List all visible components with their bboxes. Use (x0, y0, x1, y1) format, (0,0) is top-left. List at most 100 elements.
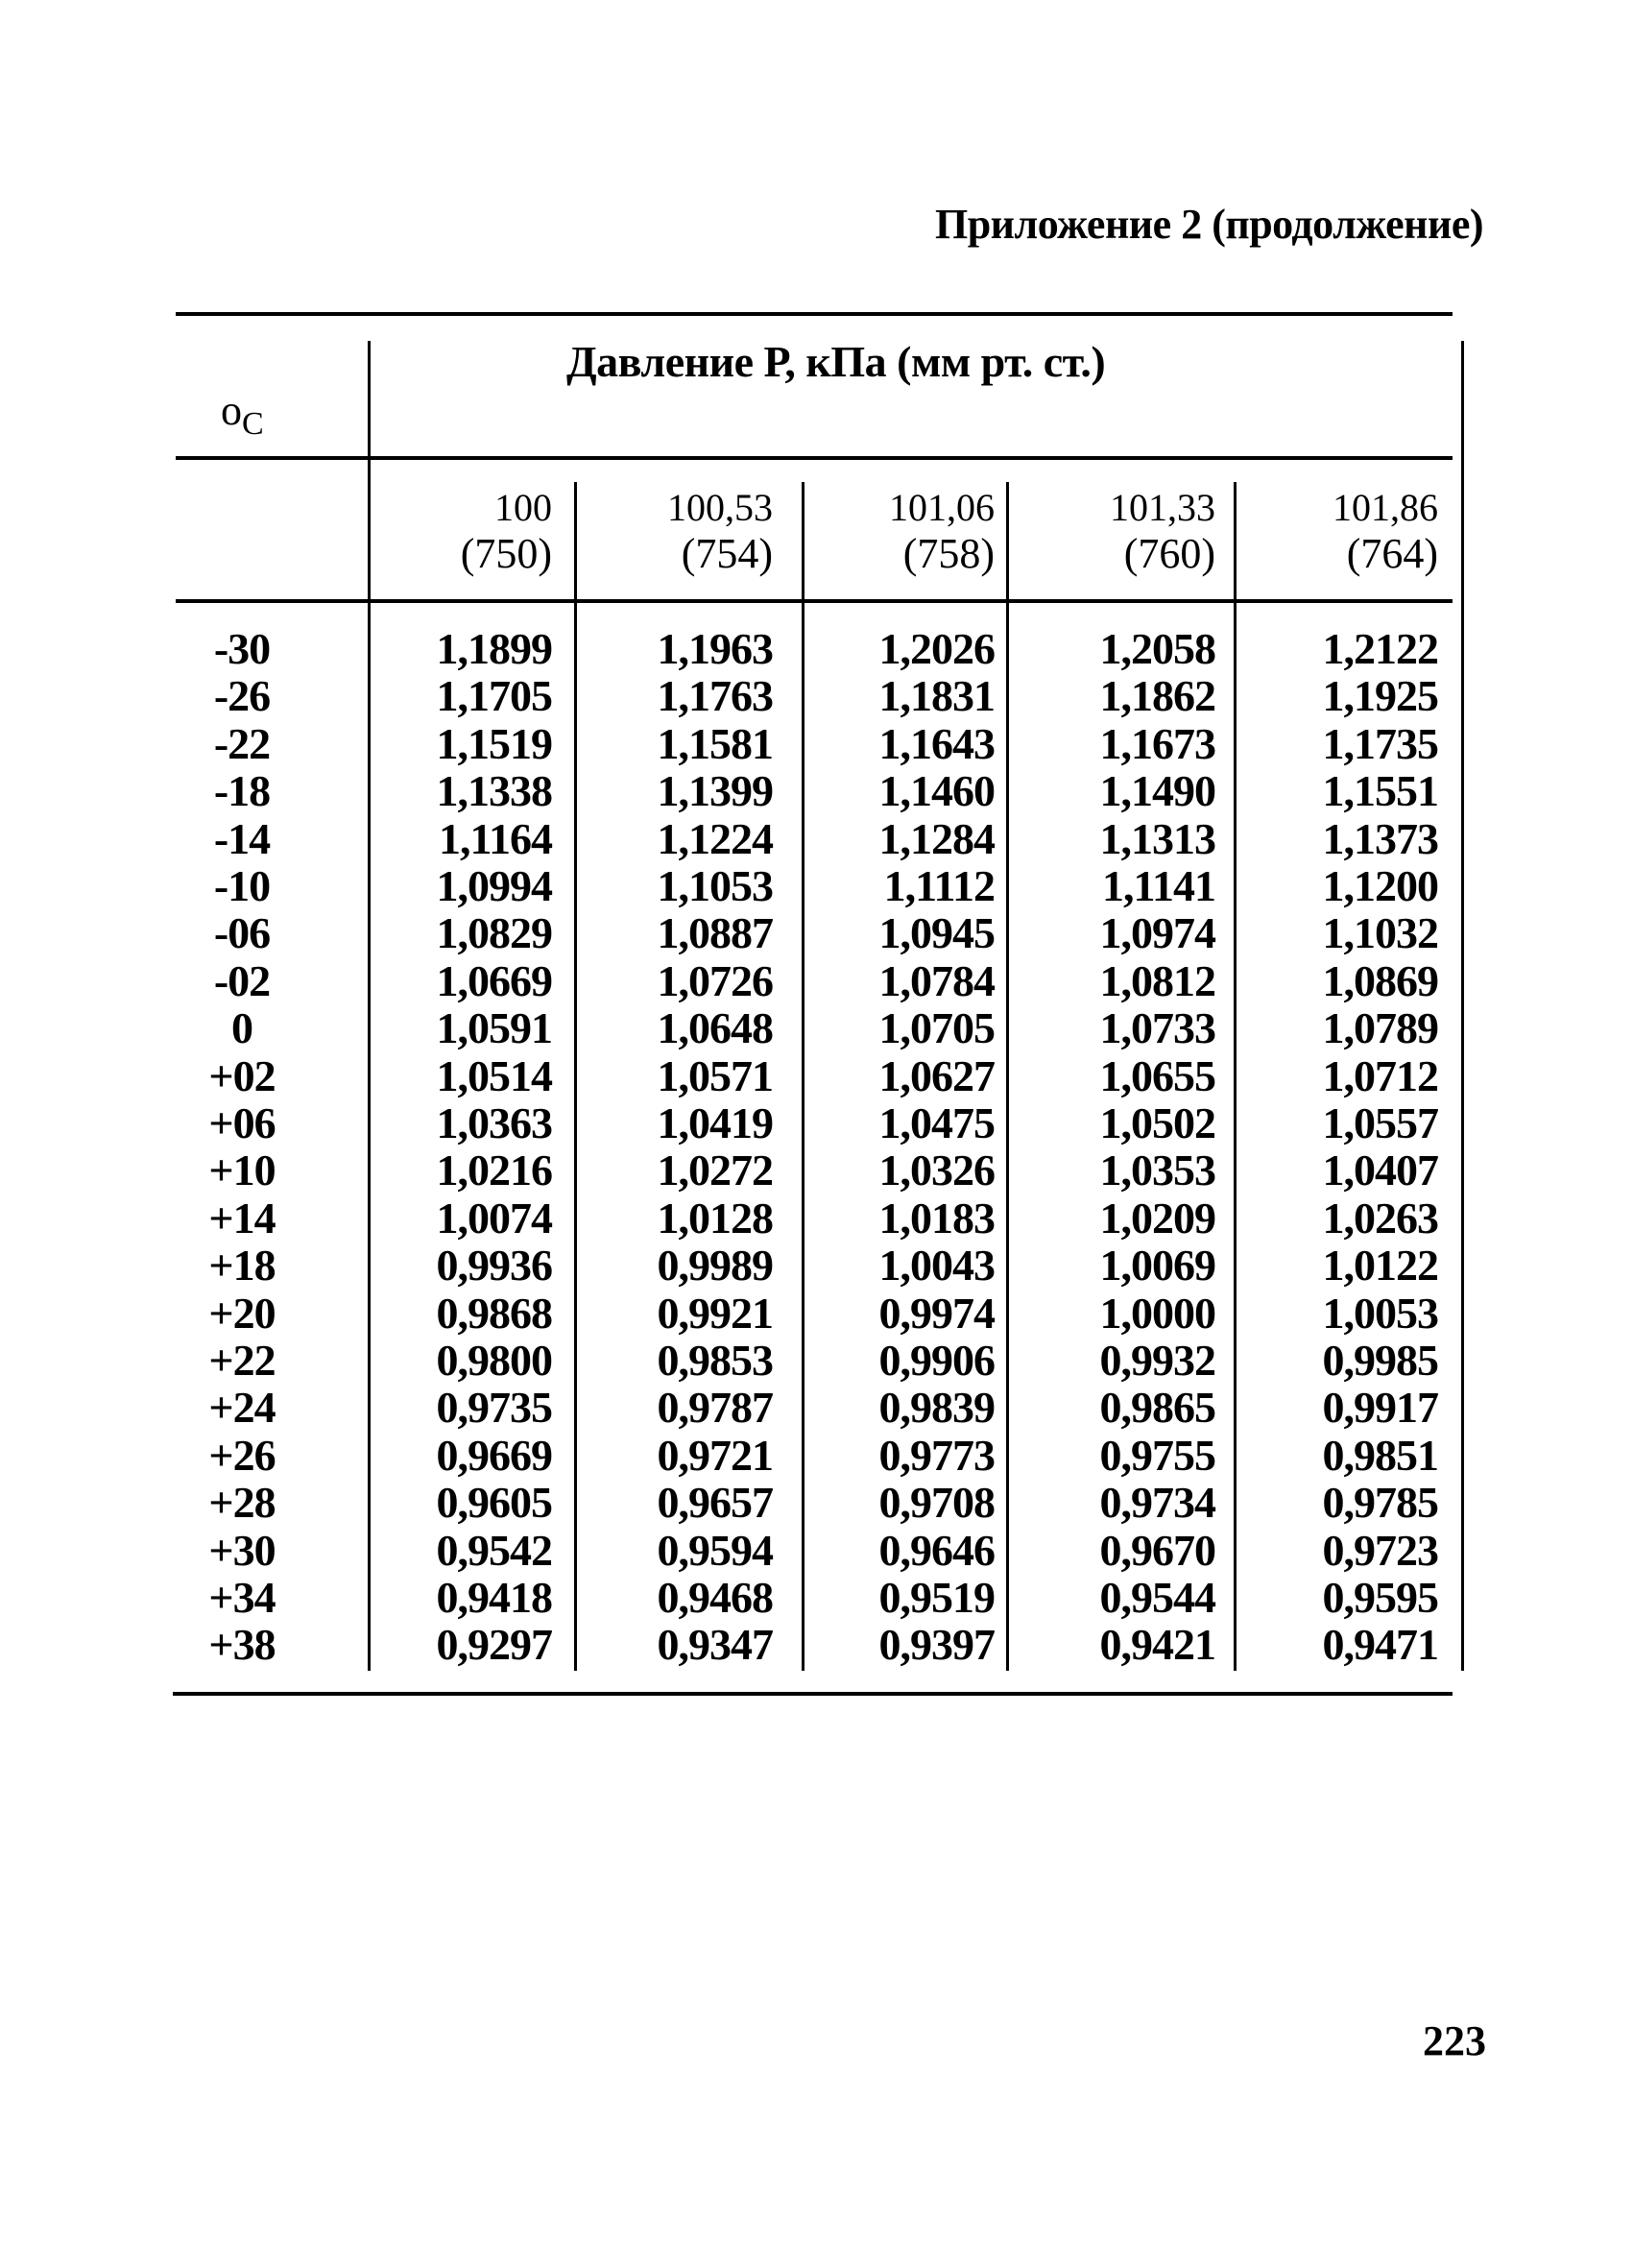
column-header: 101,33 (760) (1023, 485, 1215, 577)
value-cell: 0,9723 (1322, 1525, 1440, 1575)
temperature-cell: +34 (208, 1573, 276, 1622)
value-cell: 0,9853 (657, 1336, 775, 1385)
value-cell: 1,0074 (436, 1193, 554, 1243)
value-cell: 0,9865 (1099, 1383, 1217, 1433)
value-cell: 0,9657 (657, 1478, 775, 1528)
value-cell: 0,9868 (436, 1288, 554, 1338)
pressure-group-header: Давление Р, кПа (мм рт. ст.) (566, 337, 1106, 386)
value-cell: 1,0705 (878, 1003, 997, 1053)
value-cell: 0,9921 (657, 1288, 775, 1338)
value-cell: 0,9985 (1322, 1336, 1440, 1385)
value-cell: 0,9646 (878, 1525, 997, 1575)
value-cell: 1,1519 (436, 718, 554, 768)
column-mmhg: (750) (460, 530, 552, 577)
value-cell: 1,1735 (1322, 718, 1440, 768)
value-cell: 1,0591 (436, 1003, 554, 1053)
column-header-rule (176, 599, 1453, 603)
value-cell: 1,1862 (1099, 671, 1217, 721)
value-cell: 1,0733 (1099, 1003, 1217, 1053)
value-cell: 1,0122 (1322, 1241, 1440, 1291)
page-header-title: Приложение 2 (продолжение) (934, 201, 1484, 248)
value-cell: 1,1200 (1322, 861, 1440, 910)
value-cell: 1,1490 (1099, 766, 1217, 816)
column-header: 100 (750) (360, 485, 552, 577)
value-cell: 1,0726 (657, 955, 775, 1005)
temperature-cell: +20 (208, 1288, 276, 1338)
value-cell: 0,9936 (436, 1241, 554, 1291)
value-cell: 0,9418 (436, 1573, 554, 1622)
table-top-rule (176, 312, 1453, 316)
column-divider (368, 341, 371, 1671)
value-cell: 0,9735 (436, 1383, 554, 1433)
column-header: 100,53 (754) (581, 485, 773, 577)
value-cell: 0,9721 (657, 1430, 775, 1480)
value-cell: 0,9297 (436, 1620, 554, 1670)
value-cell: 1,1141 (1102, 861, 1216, 910)
value-cell: 0,9708 (878, 1478, 997, 1528)
temperature-cell: +26 (208, 1430, 276, 1480)
value-cell: 1,1399 (657, 766, 775, 816)
column-mmhg: (758) (902, 530, 995, 577)
value-cell: 1,0475 (878, 1098, 997, 1147)
value-cell: 0,9773 (878, 1430, 997, 1480)
value-cell: 1,1963 (657, 624, 775, 673)
value-cell: 1,0571 (657, 1050, 775, 1100)
temperature-unit-header: oC (221, 386, 264, 443)
value-cell: 1,1763 (657, 671, 775, 721)
value-cell: 1,1643 (878, 718, 997, 768)
value-cell: 1,1705 (436, 671, 554, 721)
unit-celsius: C (242, 406, 264, 442)
value-cell: 1,1673 (1099, 718, 1217, 768)
value-cell: 1,0655 (1099, 1050, 1217, 1100)
value-cell: 0,9347 (657, 1620, 775, 1670)
temperature-cell: +06 (208, 1098, 276, 1147)
value-cell: 1,2122 (1322, 624, 1440, 673)
value-cell: 0,9851 (1322, 1430, 1440, 1480)
temperature-cell: +22 (208, 1336, 276, 1385)
value-cell: 1,0326 (878, 1146, 997, 1195)
value-cell: 1,0812 (1099, 955, 1217, 1005)
value-cell: 0,9544 (1099, 1573, 1217, 1622)
value-cell: 1,0069 (1099, 1241, 1217, 1291)
value-cell: 1,0514 (436, 1050, 554, 1100)
value-cell: 1,0887 (657, 908, 775, 958)
value-cell: 0,9397 (878, 1620, 997, 1670)
value-cell: 1,1032 (1322, 908, 1440, 958)
value-cell: 0,9594 (657, 1525, 775, 1575)
value-cell: 1,2058 (1099, 624, 1217, 673)
value-cell: 0,9734 (1099, 1478, 1217, 1528)
value-cell: 0,9917 (1322, 1383, 1440, 1433)
temperature-cell: -10 (213, 861, 271, 910)
column-mmhg: (764) (1346, 530, 1438, 577)
value-cell: 1,0829 (436, 908, 554, 958)
value-cell: 1,1460 (878, 766, 997, 816)
value-cell: 0,9989 (657, 1241, 775, 1291)
column-divider (802, 482, 804, 1671)
value-cell: 0,9839 (878, 1383, 997, 1433)
value-cell: 1,0209 (1099, 1193, 1217, 1243)
value-cell: 1,0557 (1322, 1098, 1440, 1147)
value-cell: 0,9595 (1322, 1573, 1440, 1622)
value-cell: 0,9974 (878, 1288, 997, 1338)
value-cell: 1,1112 (883, 861, 996, 910)
value-cell: 1,0263 (1322, 1193, 1440, 1243)
column-divider (574, 482, 577, 1671)
value-cell: 0,9800 (436, 1336, 554, 1385)
temperature-cell: -14 (213, 813, 271, 863)
value-cell: 0,9519 (878, 1573, 997, 1622)
value-cell: 1,0869 (1322, 955, 1440, 1005)
column-mmhg: (754) (681, 530, 773, 577)
value-cell: 0,9669 (436, 1430, 554, 1480)
value-cell: 1,1373 (1322, 813, 1440, 863)
value-cell: 1,0043 (878, 1241, 997, 1291)
value-cell: 1,0419 (657, 1098, 775, 1147)
value-cell: 0,9755 (1099, 1430, 1217, 1480)
value-cell: 1,0216 (436, 1146, 554, 1195)
value-cell: 0,9468 (657, 1573, 775, 1622)
header-divider-rule (176, 456, 1453, 460)
temperature-cell: -18 (213, 766, 271, 816)
value-cell: 0,9471 (1322, 1620, 1440, 1670)
temperature-cell: +24 (208, 1383, 276, 1433)
temperature-cell: +10 (208, 1146, 276, 1195)
value-cell: 0,9787 (657, 1383, 775, 1433)
